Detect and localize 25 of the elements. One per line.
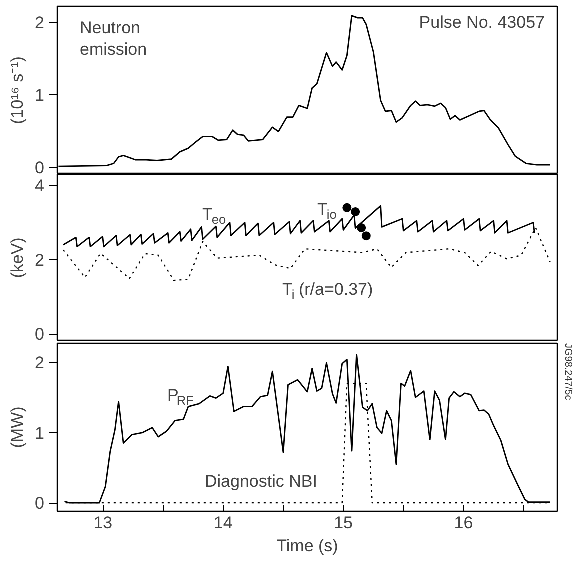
x-tick-label: 16 [454, 514, 474, 532]
x-tick-label: 14 [214, 514, 233, 532]
point [342, 203, 352, 212]
legend-label: Neutron emission [80, 18, 148, 60]
y-axis-title: (MW) [8, 406, 28, 448]
annotation: Pulse No. 43057 [419, 12, 546, 32]
y-axis-title: (keV) [8, 238, 28, 278]
y-tick-label: 4 [35, 176, 45, 196]
x-tick-label: 13 [94, 514, 113, 532]
y-tick-label: 1 [35, 86, 45, 105]
point [362, 232, 371, 241]
point [357, 223, 366, 232]
series-label: Diagnostic NBI [205, 472, 318, 491]
y-tick-label: 0 [35, 494, 45, 514]
y-tick-label: 2 [35, 13, 45, 32]
x-tick-label: 15 [334, 514, 354, 532]
y-axis-title: (10¹⁶ s⁻¹) [8, 56, 28, 124]
y-tick-label: 2 [35, 353, 45, 372]
x-axis-title: Time (s) [276, 536, 338, 556]
point [351, 207, 360, 216]
y-tick-label: 2 [35, 250, 45, 270]
text: JG98.247/5c [562, 344, 574, 400]
y-tick-label: 0 [35, 158, 45, 178]
y-tick-label: 0 [35, 325, 45, 344]
y-tick-label: 1 [35, 424, 45, 443]
